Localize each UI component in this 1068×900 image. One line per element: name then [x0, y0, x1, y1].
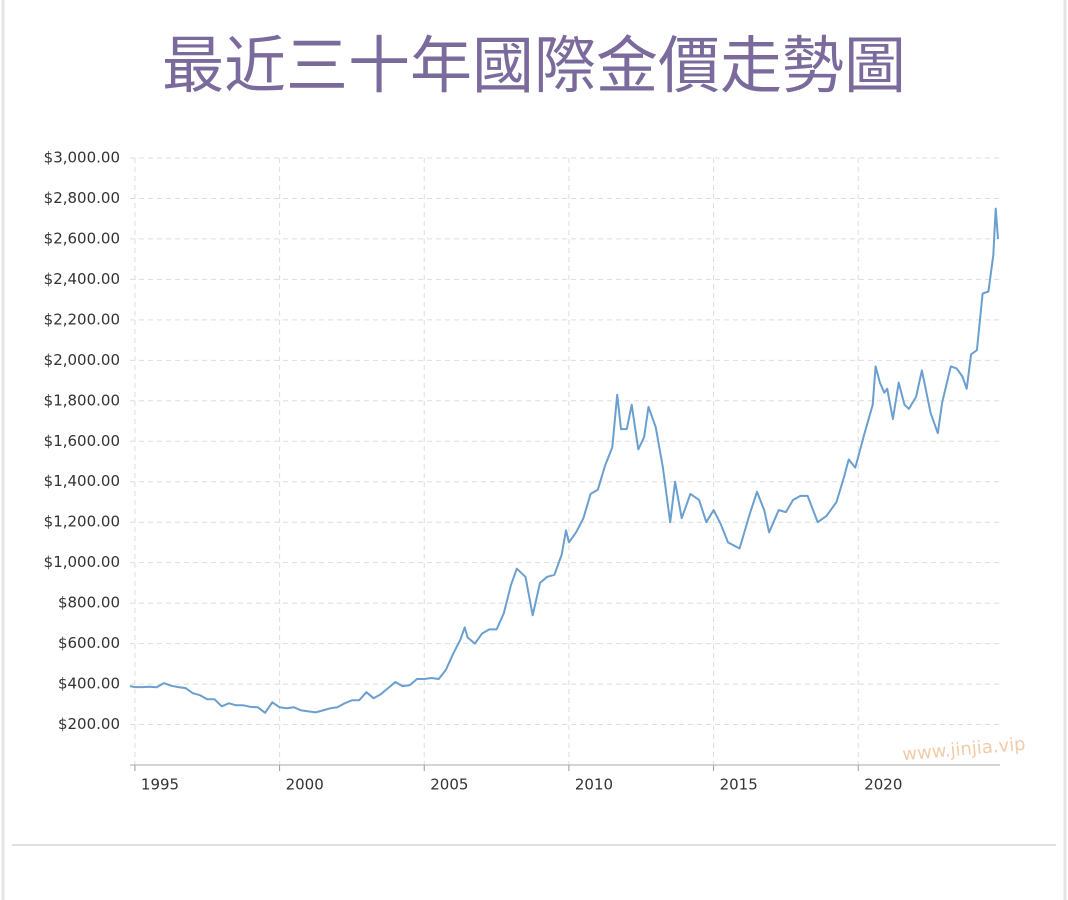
y-tick-label: $1,400.00	[44, 472, 120, 490]
y-tick-label: $400.00	[58, 675, 120, 693]
y-tick-label: $1,600.00	[44, 432, 120, 450]
x-tick-label: 2020	[864, 776, 902, 794]
y-tick-label: $2,400.00	[44, 270, 120, 288]
y-tick-label: $2,000.00	[44, 351, 120, 369]
y-tick-label: $1,000.00	[44, 553, 120, 571]
x-tick-label: 1995	[141, 776, 179, 794]
y-tick-label: $1,800.00	[44, 391, 120, 409]
y-tick-label: $2,600.00	[44, 229, 120, 247]
y-tick-label: $2,200.00	[44, 310, 120, 328]
y-tick-label: $3,000.00	[44, 149, 120, 167]
chart-title: 最近三十年國際金價走勢圖	[162, 29, 906, 102]
y-tick-label: $200.00	[58, 715, 120, 733]
x-tick-label: 2000	[286, 776, 324, 794]
x-tick-label: 2015	[720, 776, 758, 794]
y-tick-label: $600.00	[58, 634, 120, 652]
y-tick-label: $2,800.00	[44, 189, 120, 207]
x-tick-label: 2010	[575, 776, 613, 794]
y-tick-label: $1,200.00	[44, 513, 120, 531]
x-tick-label: 2005	[430, 776, 468, 794]
price-line	[129, 207, 999, 714]
y-tick-label: $800.00	[58, 594, 120, 612]
